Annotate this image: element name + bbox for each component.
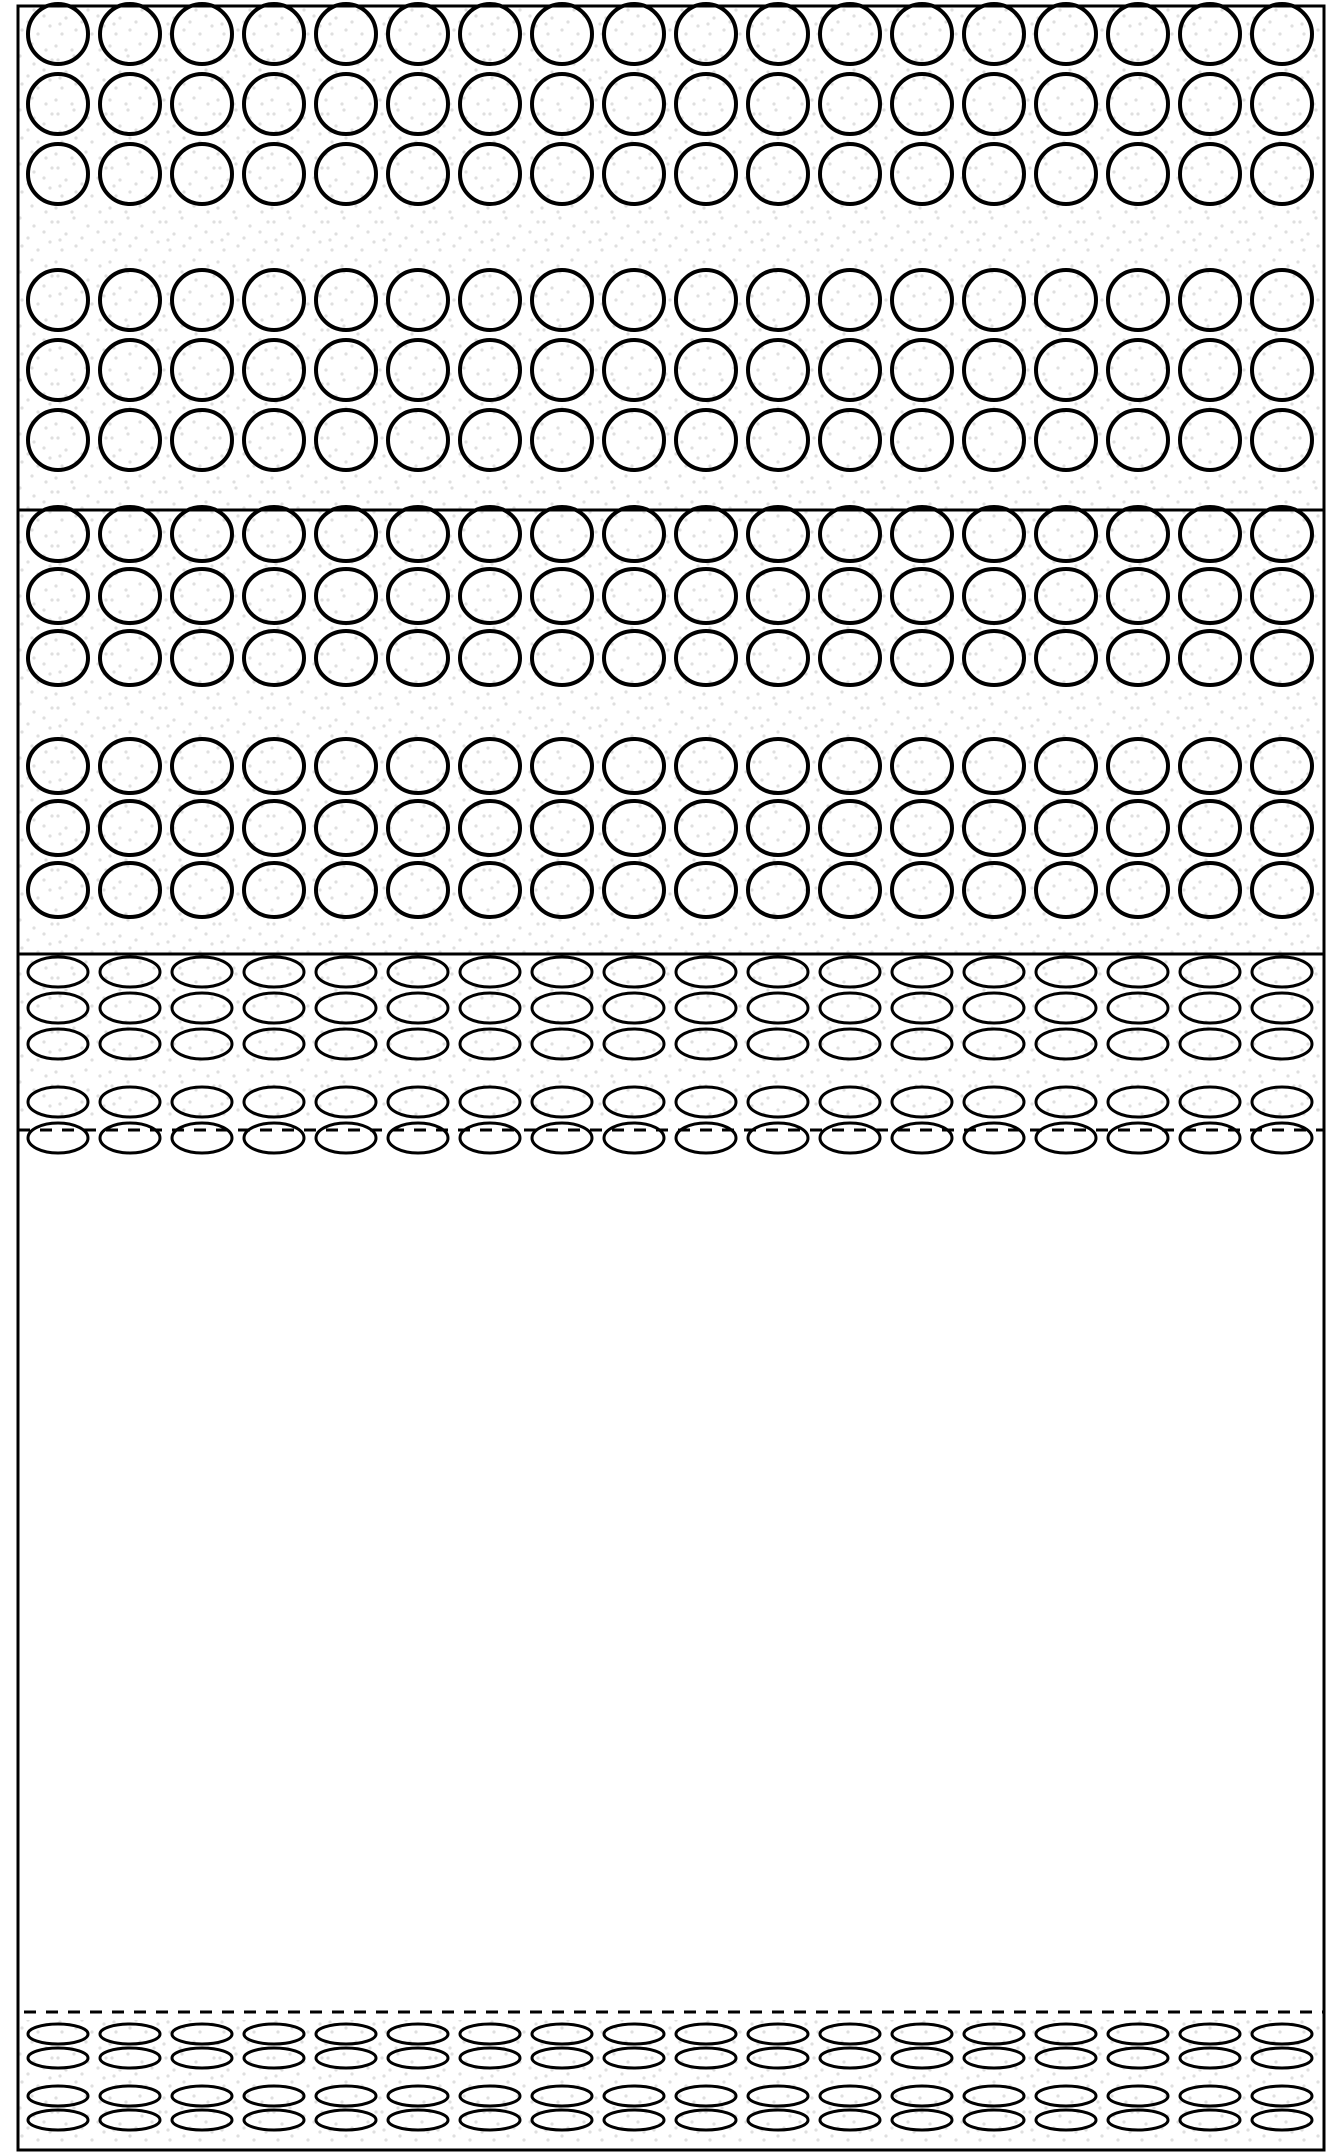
grid-ellipse [1180,1123,1240,1153]
grid-ellipse [1108,1123,1168,1153]
grid-ellipse [172,1123,232,1153]
grid-ellipse [892,1123,952,1153]
diagram-svg [0,0,1341,2156]
grid-ellipse [1252,1123,1312,1153]
grid-ellipse [676,1123,736,1153]
grid-ellipse [460,1123,520,1153]
grid-ellipse [748,1123,808,1153]
grid-ellipse [532,1123,592,1153]
grid-ellipse [28,1123,88,1153]
grid-ellipse [244,1123,304,1153]
grid-ellipse [820,1123,880,1153]
grid-ellipse [604,1123,664,1153]
diagram-root [0,0,1341,2156]
grid-ellipse [1036,1123,1096,1153]
dashed-panel [18,1130,1324,2012]
grid-ellipse [964,1123,1024,1153]
grid-ellipse [316,1123,376,1153]
grid-ellipse [388,1123,448,1153]
grid-ellipse [100,1123,160,1153]
